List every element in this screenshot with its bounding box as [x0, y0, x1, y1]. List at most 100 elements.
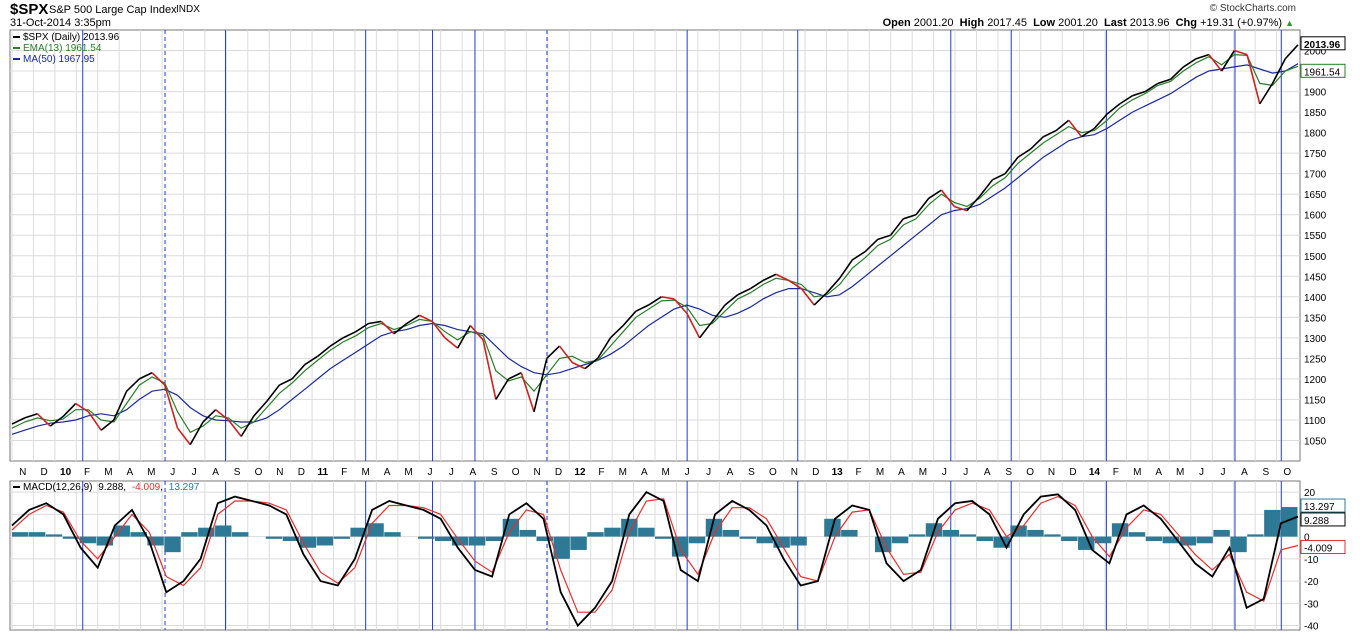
macd-hist-bar [722, 529, 740, 537]
x-tick-label: M [147, 467, 155, 478]
price-segment [11, 417, 26, 425]
price-segment [24, 413, 38, 419]
price-segment [1132, 90, 1146, 97]
macd-hist-bar [1044, 534, 1061, 537]
macd-hist-bar [62, 536, 80, 539]
x-tick-label: N [19, 467, 26, 478]
price-segment [495, 378, 510, 400]
price-segment [317, 345, 331, 357]
macd-hist-bar [231, 532, 249, 537]
x-tick-label: M [662, 467, 670, 478]
price-segment [482, 339, 497, 400]
macd-hist-bar [773, 536, 790, 548]
price-segment [469, 325, 484, 341]
macd-hist-bar [1281, 507, 1298, 537]
x-tick-label: N [791, 467, 798, 478]
x-tick-label: M [1133, 467, 1141, 478]
macd-hist-bar [485, 536, 503, 542]
price-segment [533, 358, 548, 412]
price-legend: $SPX (Daily) 2013.96 EMA(13) 1961.54 MA(… [13, 32, 120, 65]
x-tick-label: 10 [60, 467, 72, 478]
macd-hist-bar [739, 536, 757, 539]
price-segment [838, 259, 854, 279]
price-segment [1284, 44, 1299, 60]
macd-name: MACD(12,26,9) [23, 482, 92, 493]
x-tick-label: A [727, 467, 734, 478]
price-segment [151, 372, 166, 386]
last-value-text: -4.009 [1304, 544, 1333, 555]
brand-label[interactable]: © StockCharts.com [1209, 3, 1296, 14]
x-tick-label: D [298, 467, 305, 478]
price-segment [813, 292, 828, 306]
macd-hist-bar [181, 532, 198, 537]
x-tick-label: J [706, 467, 711, 478]
macd-hist-bar [1247, 534, 1264, 537]
macd-hist-bar [198, 527, 215, 537]
price-tick-label: 1900 [1304, 88, 1327, 99]
price-segment [419, 314, 433, 323]
x-tick-label: O [1026, 467, 1034, 478]
price-tick-label: 1850 [1304, 108, 1327, 119]
chg-value: +19.31 (+0.97%) [1200, 17, 1283, 29]
x-tick-label: J [192, 467, 197, 478]
macd-signal-line [11, 495, 1299, 613]
x-tick-label: J [449, 467, 454, 478]
x-tick-label: O [769, 467, 777, 478]
macd-hist-bar [536, 536, 553, 542]
x-tick-label: D [1069, 467, 1076, 478]
x-tick-label: S [1005, 467, 1012, 478]
macd-hist-bar [570, 536, 587, 550]
x-tick-label: S [491, 467, 498, 478]
price-segment [1157, 78, 1171, 85]
low-value: 2001.20 [1058, 17, 1098, 29]
macd-grid [10, 481, 1300, 630]
price-segment [661, 296, 675, 300]
macd-hist-bar [79, 536, 97, 544]
high-value: 2017.45 [987, 17, 1027, 29]
legend-ema: EMA(13) 1961.54 [23, 43, 102, 54]
price-segment [138, 372, 153, 380]
quote-bar: Open 2001.20 High 2017.45 Low 2001.20 La… [883, 17, 1294, 29]
x-tick-label: D [812, 467, 819, 478]
price-segment [444, 337, 459, 349]
x-tick-label: A [984, 467, 991, 478]
price-segment [240, 415, 255, 437]
price-segment [788, 279, 802, 290]
macd-hist-bar [130, 532, 147, 537]
price-segment [826, 277, 841, 294]
price-segment [1259, 82, 1274, 105]
price-segment [1144, 82, 1159, 93]
macd-hist-bar [215, 525, 232, 537]
macd-hist-bar [113, 525, 130, 537]
x-tick-label: F [1113, 467, 1119, 478]
price-segment [762, 273, 777, 282]
x-tick-label: O [255, 467, 263, 478]
svg-text:MACD(12,26,9) 9.288,: MACD(12,26,9) 9.288, -4.009, 13.297 [23, 482, 200, 493]
macd-hist-bar [265, 536, 283, 539]
macd-hist-bar [976, 536, 993, 542]
macd-hist-bar [316, 536, 333, 546]
price-segment [877, 234, 891, 241]
x-tick-label: A [1155, 467, 1162, 478]
price-tick-label: 1750 [1304, 149, 1327, 160]
x-tick-label: J [1220, 467, 1225, 478]
price-segment [889, 218, 904, 236]
macd-legend: MACD(12,26,9) 9.288, -4.009, 13.297 [13, 482, 200, 493]
price-tick-label: 1650 [1304, 190, 1327, 201]
macd-hist-bar [1264, 509, 1281, 537]
macd-tick-label: -40 [1304, 622, 1319, 632]
macd-hist-bar [638, 527, 655, 537]
x-tick-label: N [276, 467, 283, 478]
macd-hist-bar [1162, 536, 1180, 544]
macd-hist-bar [1230, 536, 1247, 553]
macd-tick-label: -10 [1304, 555, 1319, 566]
price-segment [597, 337, 612, 359]
price-segment [100, 419, 115, 431]
price-segment [1208, 54, 1223, 72]
price-tick-label: 1250 [1304, 354, 1327, 365]
legend-ma: MA(50) 1967.95 [23, 54, 95, 65]
price-segment [87, 411, 102, 431]
macd-hist-bar [553, 536, 570, 559]
price-segment [992, 172, 1006, 181]
